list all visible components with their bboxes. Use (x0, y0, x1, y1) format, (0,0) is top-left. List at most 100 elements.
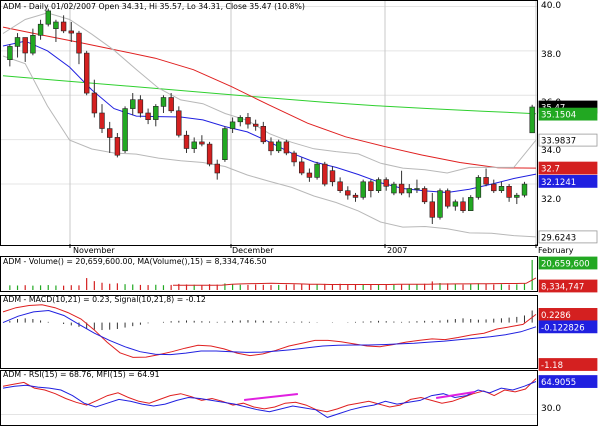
candle-down (99, 104, 105, 133)
x-label-february: February (538, 246, 574, 255)
candle-body (145, 112, 151, 120)
candle-up (414, 179, 420, 193)
candle-down (337, 177, 343, 193)
rsi-lines (1, 378, 537, 418)
candle-up (521, 181, 528, 198)
candle-up (14, 33, 21, 58)
candle-down (253, 119, 259, 131)
candle-body (283, 141, 290, 154)
candle-body (444, 190, 451, 207)
price-tick-label: 34.0 (541, 146, 561, 156)
candle-body (306, 172, 313, 178)
candle-down (176, 106, 182, 138)
candle-body (437, 190, 443, 218)
rsi-header: ADM - RSI(15) = 68.76, MFI(15) = 64.91 (3, 370, 160, 379)
price-tag: 29.6243 (538, 230, 598, 244)
candle-body (375, 179, 382, 192)
macd-tag: -1.18 (538, 358, 598, 371)
candle-body (99, 112, 105, 129)
volume-tag: 20,659,600 (538, 256, 598, 270)
candle-body (22, 37, 28, 54)
candle-body (414, 188, 420, 190)
candle-body (337, 181, 343, 192)
value-tag-box (538, 358, 598, 371)
candle-down (298, 157, 305, 176)
candle-down (76, 30, 82, 65)
candle-down (68, 21, 75, 42)
candle-down (291, 150, 297, 167)
candle-body (68, 30, 75, 34)
candle-body (14, 37, 21, 47)
x-label-2007: 2007 (387, 246, 407, 255)
candle-body (176, 110, 182, 136)
candle-down (107, 121, 113, 153)
macd-panel-frame (0, 295, 538, 369)
candle-up (122, 106, 128, 153)
candle-body (498, 186, 505, 192)
candle-down (199, 135, 205, 147)
rsi-line (2, 378, 537, 413)
candle-up (275, 139, 282, 153)
candle-body (275, 141, 282, 152)
candle-up (222, 126, 228, 162)
candle-body (53, 21, 59, 29)
value-tag-label: 0.2286 (541, 311, 571, 321)
candle-down (283, 139, 290, 156)
candle-up (467, 195, 474, 211)
macd-header: ADM - MACD(10,21) = 0.23, Signal(10,21,8… (3, 295, 206, 304)
price-header: ADM - Daily 01/02/2007 Open 34.31, Hi 35… (3, 2, 305, 11)
price-grid (1, 5, 537, 185)
candle-down (145, 108, 151, 125)
candle-down (84, 50, 90, 96)
candle-body (383, 179, 389, 187)
candle-body (322, 163, 328, 185)
candle-body (237, 117, 243, 123)
candle-body (314, 163, 320, 178)
candle-down (183, 130, 190, 153)
candle-body (398, 183, 405, 194)
candle-down (483, 168, 489, 187)
candle-body (160, 97, 167, 107)
candle-body (260, 126, 266, 143)
candle-body (421, 188, 428, 203)
candle-up (191, 137, 197, 153)
mid-ma-line (2, 26, 537, 169)
candle-body (329, 170, 336, 183)
candle-body (245, 117, 251, 125)
candle-body (45, 10, 52, 25)
x-label-november: November (73, 246, 115, 255)
candle-body (268, 141, 274, 152)
signal-line (2, 309, 537, 356)
candle-body (153, 106, 159, 120)
price-tag: 35.1504 (538, 107, 598, 121)
candle-body (352, 194, 359, 198)
candle-body (30, 34, 36, 54)
trendline (244, 393, 298, 401)
price-tick-label: 40.0 (541, 1, 561, 11)
candle-body (37, 23, 44, 36)
candle-down (506, 184, 512, 202)
candle-down (260, 121, 266, 145)
candle-body (345, 190, 351, 196)
value-tag-box (538, 107, 598, 121)
candle-up (237, 115, 243, 127)
value-tag-box (538, 308, 598, 321)
price-tag: 33.9837 (538, 133, 598, 147)
candle-down (322, 161, 328, 187)
candle-up (360, 179, 366, 200)
candle-body (122, 108, 128, 152)
value-tag-box (538, 230, 598, 244)
candle-body (291, 152, 297, 163)
price-tag: 32.7 (538, 161, 598, 175)
candle-body (222, 128, 228, 161)
candle-down (398, 170, 405, 196)
candle-down (214, 159, 220, 180)
value-tags: 35.4735.150433.983732.732.124129.624320,… (538, 100, 598, 388)
upper-band-line (2, 12, 537, 174)
candle-down (137, 95, 144, 118)
candle-body (452, 201, 459, 207)
volume-ma-line (173, 277, 537, 286)
price-tick-label: 38.0 (541, 50, 561, 60)
candle-up (391, 181, 397, 196)
price-tick-label: 32.0 (541, 195, 561, 205)
